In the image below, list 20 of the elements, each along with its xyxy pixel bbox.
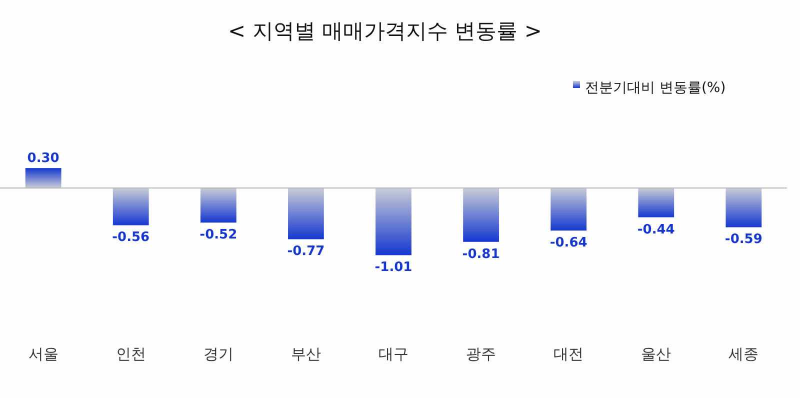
legend-label: 전분기대비 변동률(%)	[585, 80, 726, 96]
data-label: -0.52	[200, 228, 238, 243]
x-tick-label: 경기	[203, 345, 234, 363]
data-label: -0.44	[637, 222, 675, 238]
data-label: -0.59	[724, 232, 762, 248]
data-label: -0.77	[287, 244, 325, 260]
x-tick-label: 인천	[116, 345, 146, 363]
x-tick-label: 대구	[378, 345, 408, 363]
data-label: -0.81	[462, 246, 500, 262]
chart-title: < 지역별 매매가격지수 변동률 >	[228, 19, 542, 43]
data-label: -1.01	[374, 260, 412, 276]
data-label: 0.30	[27, 151, 60, 166]
x-tick-label: 울산	[641, 345, 672, 363]
data-label: -0.56	[112, 230, 150, 246]
x-tick-label: 세종	[728, 345, 759, 363]
x-tick-label: 광주	[466, 345, 496, 363]
x-tick-label: 대전	[554, 345, 584, 363]
x-tick-label: 서울	[28, 345, 58, 363]
x-tick-label: 부산	[290, 345, 321, 363]
data-label: -0.64	[550, 236, 588, 251]
